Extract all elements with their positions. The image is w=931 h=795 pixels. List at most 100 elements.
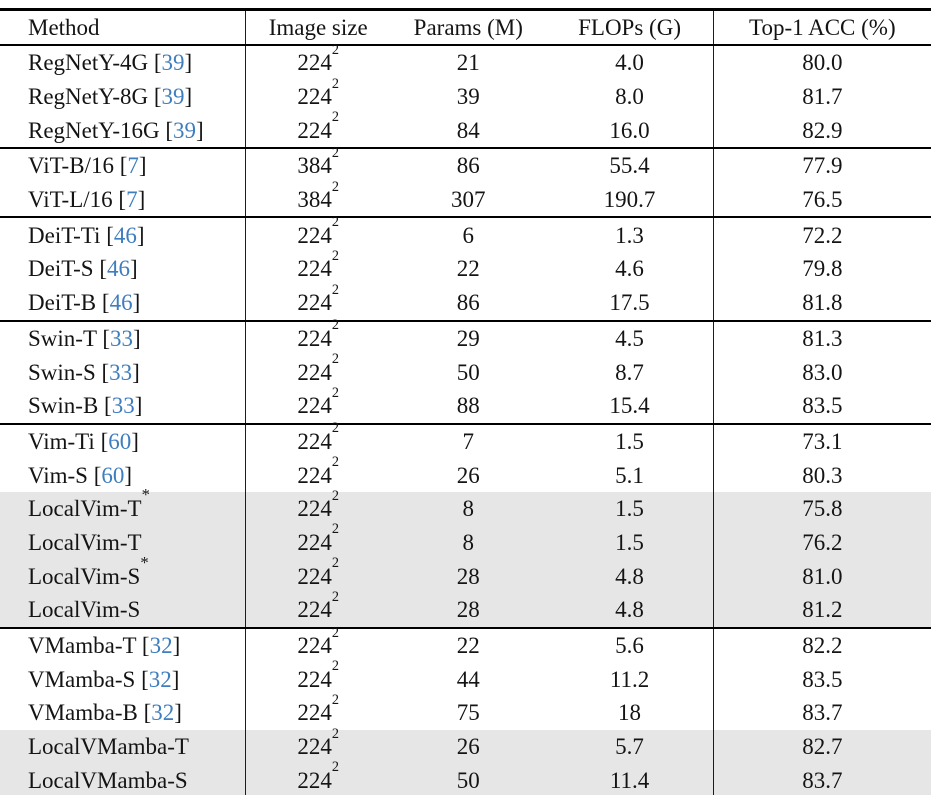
image-size-cell: 2242: [245, 590, 391, 628]
citation[interactable]: [33]: [97, 325, 140, 351]
params-value: 307: [451, 187, 486, 213]
citation-close-bracket: ]: [130, 256, 138, 282]
citation[interactable]: [7]: [114, 153, 147, 178]
citation[interactable]: [60]: [88, 463, 132, 488]
citation-number[interactable]: 60: [101, 462, 125, 488]
citation-number[interactable]: 39: [161, 84, 185, 110]
citation[interactable]: [46]: [100, 223, 144, 248]
citation[interactable]: [46]: [96, 290, 140, 315]
citation-close-bracket: ]: [137, 187, 146, 213]
image-size: 224: [297, 50, 332, 76]
citation[interactable]: [60]: [95, 429, 139, 454]
params-cell: 26: [390, 458, 546, 492]
table-row: LocalVim-S* 2242 28 4.8 81.0: [0, 554, 931, 593]
image-size: 224: [297, 496, 332, 522]
citation[interactable]: [33]: [98, 393, 142, 418]
citation[interactable]: [7]: [113, 187, 146, 213]
method-name: RegNetY-4G: [28, 50, 149, 76]
params-cell: 6: [390, 216, 547, 253]
citation-close-bracket: ]: [196, 117, 204, 143]
method-name: RegNetY-8G: [28, 84, 149, 110]
flops-cell: 4.6: [546, 252, 714, 286]
flops-value: 5.1: [615, 462, 644, 488]
acc-cell: 83.0: [713, 355, 931, 389]
citation-number[interactable]: 32: [151, 700, 175, 726]
citation-open-bracket: [: [102, 325, 111, 351]
image-size-cell: 2242: [245, 556, 391, 593]
params-value: 8: [462, 529, 475, 555]
flops-value: 55.4: [609, 153, 650, 179]
method-cell: DeiT-Ti [46]: [0, 216, 247, 253]
citation[interactable]: [32]: [138, 700, 182, 725]
acc-cell: 81.3: [713, 319, 931, 356]
method-cell: LocalVim-S*: [0, 554, 247, 593]
citation[interactable]: [39]: [160, 117, 204, 143]
acc-value: 76.2: [802, 529, 843, 555]
acc-cell: 83.7: [713, 696, 931, 730]
image-size: 224: [297, 325, 332, 351]
flops-cell: 190.7: [546, 182, 714, 218]
params-cell: 26: [390, 729, 547, 764]
citation-close-bracket: ]: [171, 666, 180, 692]
citation-number[interactable]: 60: [108, 428, 132, 454]
acc-value: 81.7: [802, 84, 843, 110]
citation-number[interactable]: 32: [148, 666, 172, 692]
flops-value: 190.7: [603, 187, 656, 213]
method-name: Swin-S: [28, 359, 96, 385]
params-cell: 8: [390, 525, 547, 560]
image-size: 224: [297, 117, 332, 143]
citation-number[interactable]: 33: [111, 393, 135, 419]
citation-number[interactable]: 33: [109, 359, 133, 385]
citation[interactable]: [39]: [148, 50, 192, 75]
flops-cell: 1.5: [546, 491, 714, 526]
citation-number[interactable]: 39: [173, 117, 197, 143]
image-size-cell: 2242: [246, 249, 390, 286]
acc-cell: 83.7: [713, 763, 931, 795]
image-size-exponent: 2: [331, 41, 339, 58]
flops-value: 1.5: [615, 496, 644, 522]
star-marker: *: [140, 552, 149, 572]
acc-value: 72.2: [802, 222, 843, 248]
method-cell: LocalVim-T: [0, 525, 247, 560]
citation[interactable]: [33]: [96, 360, 140, 385]
citation[interactable]: [32]: [135, 667, 179, 692]
image-size-exponent: 2: [331, 144, 339, 161]
flops-value: 11.4: [609, 767, 650, 793]
image-size: 384: [297, 187, 332, 213]
image-size: 224: [297, 222, 332, 248]
params-cell: 86: [390, 147, 547, 183]
citation-number[interactable]: 32: [149, 633, 173, 659]
citation-number[interactable]: 46: [113, 222, 137, 248]
citation-open-bracket: [: [141, 633, 150, 659]
image-size-exponent: 2: [331, 588, 339, 605]
image-size-cell: 2242: [246, 76, 390, 114]
flops-value: 17.5: [609, 290, 650, 316]
flops-value: 15.4: [609, 393, 650, 419]
method-name: VMamba-T: [28, 633, 137, 659]
citation[interactable]: [39]: [148, 84, 192, 109]
table-row: Swin-S [33] 2242 50 8.7 83.0: [0, 352, 931, 389]
citation-number[interactable]: 7: [126, 187, 138, 213]
citation[interactable]: [46]: [94, 256, 138, 282]
image-size: 224: [297, 393, 332, 419]
citation-number[interactable]: 46: [109, 290, 133, 316]
image-size: 224: [297, 428, 332, 454]
citation[interactable]: [32]: [136, 633, 180, 658]
image-size-cell: 2242: [246, 41, 390, 80]
image-size-cell: 3842: [245, 144, 391, 183]
params-cell: 22: [390, 626, 547, 663]
citation-number[interactable]: 46: [107, 256, 131, 282]
acc-cell: 81.2: [713, 593, 931, 628]
citation-number[interactable]: 33: [110, 325, 134, 351]
flops-cell: 16.0: [546, 113, 714, 149]
citation-number[interactable]: 7: [127, 153, 139, 179]
flops-cell: 11.4: [546, 763, 714, 795]
method-cell: ViT-L/16 [7]: [0, 182, 247, 218]
table-row: RegNetY-16G [39] 2242 84 16.0 82.9: [0, 110, 931, 149]
image-size: 224: [297, 633, 332, 659]
image-size-exponent: 2: [331, 420, 339, 437]
image-size-exponent: 2: [331, 178, 339, 195]
acc-value: 82.2: [802, 633, 843, 659]
citation-number[interactable]: 39: [161, 50, 185, 76]
flops-cell: 5.7: [546, 729, 714, 764]
